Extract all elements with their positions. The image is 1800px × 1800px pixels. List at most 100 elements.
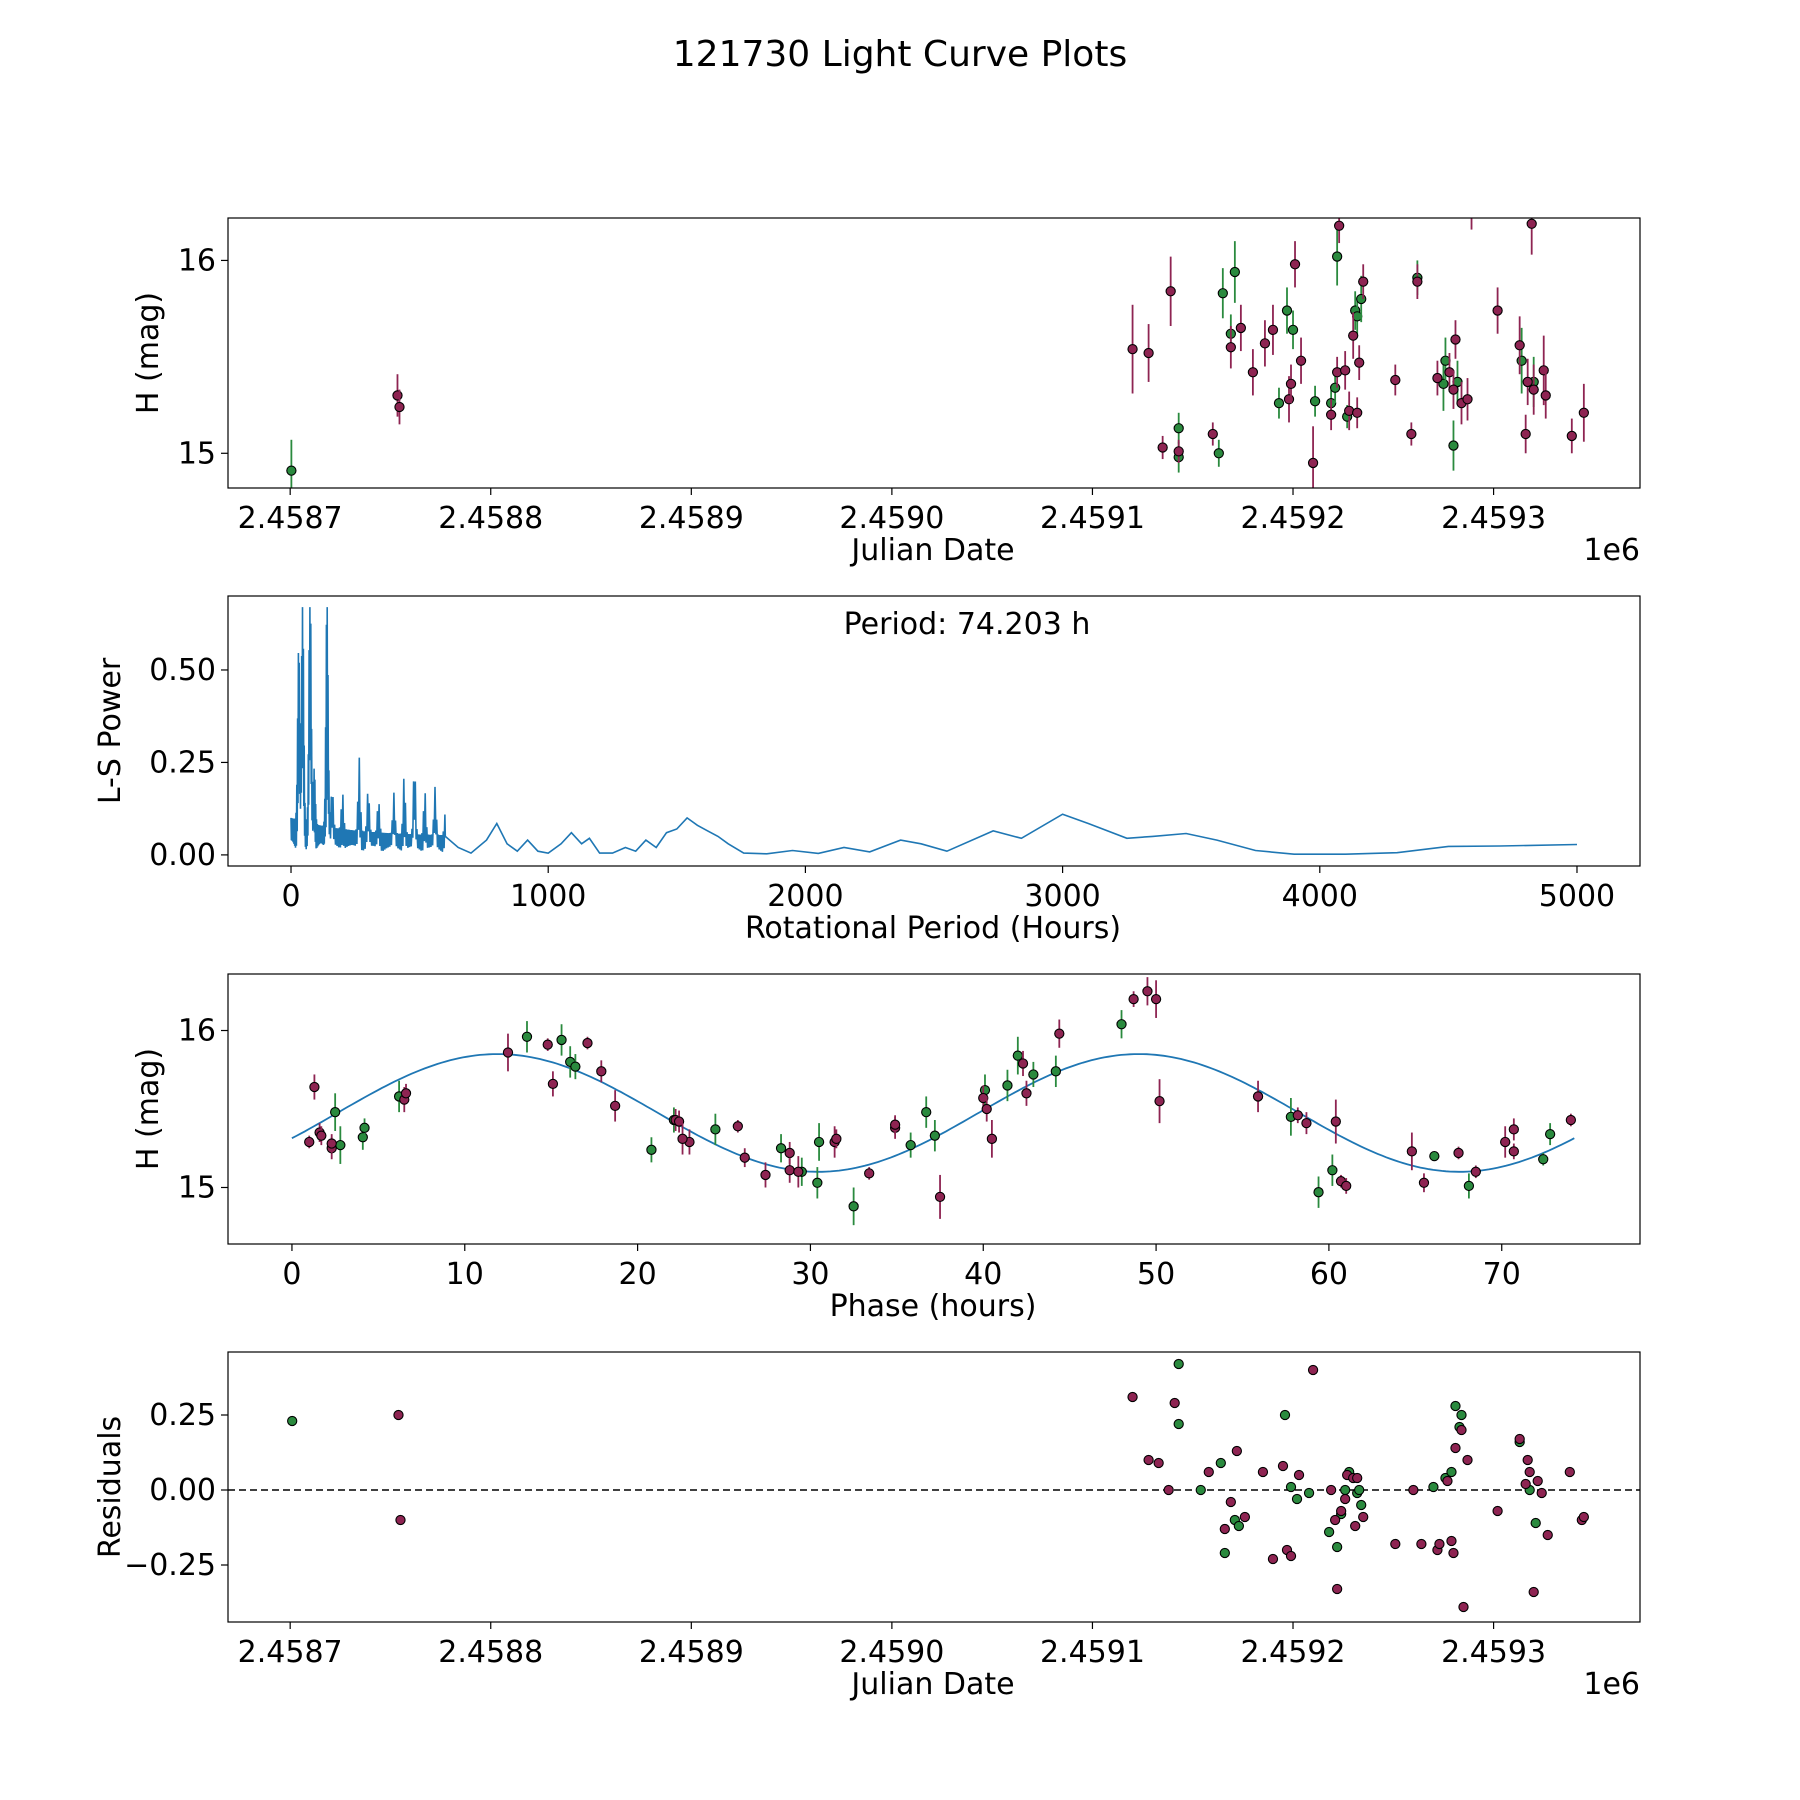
data-point xyxy=(521,1031,533,1042)
data-point xyxy=(394,401,405,413)
data-point xyxy=(710,1124,721,1135)
x-tick-label: 10 xyxy=(446,1257,484,1292)
x-axis-label: Julian Date xyxy=(849,533,1014,568)
y-tick-label: 16 xyxy=(178,1014,216,1049)
data-point xyxy=(1540,390,1551,401)
data-point xyxy=(1348,330,1359,341)
data-point xyxy=(316,1130,327,1141)
data-point xyxy=(1578,407,1589,418)
data-point xyxy=(393,1409,404,1421)
data-point xyxy=(1289,259,1301,270)
plot-area xyxy=(228,218,1640,488)
x-tick-label: 20 xyxy=(619,1257,657,1292)
data-point xyxy=(286,465,297,476)
data-layer xyxy=(291,977,1577,1226)
data-point xyxy=(1514,340,1525,351)
data-point xyxy=(1173,1418,1184,1430)
data-point xyxy=(1173,1358,1184,1370)
data-point xyxy=(1301,1117,1312,1129)
data-point xyxy=(1350,1520,1361,1532)
y-tick-label: 15 xyxy=(178,1170,216,1205)
data-point xyxy=(1340,365,1351,376)
data-point xyxy=(1285,1481,1297,1493)
data-point xyxy=(1352,407,1363,418)
data-point xyxy=(739,1152,750,1163)
data-point xyxy=(1522,376,1533,388)
data-point xyxy=(1470,1166,1481,1177)
data-point xyxy=(1225,1496,1236,1508)
data-point xyxy=(1341,1180,1352,1192)
x-tick-label: 2.4587 xyxy=(238,1635,343,1670)
data-point xyxy=(1313,1187,1324,1198)
x-tick-label: 70 xyxy=(1483,1257,1521,1292)
axes-frame xyxy=(227,1351,1641,1623)
data-point xyxy=(1331,251,1343,262)
data-point xyxy=(1293,1469,1305,1481)
plot-area xyxy=(228,596,1640,866)
x-tick-label: 2.4589 xyxy=(639,501,744,536)
data-point xyxy=(1331,1583,1343,1595)
data-point xyxy=(1456,1409,1467,1421)
data-point xyxy=(1418,1177,1430,1188)
data-point xyxy=(1323,1526,1335,1538)
x-tick-label: 60 xyxy=(1310,1257,1348,1292)
data-point xyxy=(1526,218,1537,229)
data-point xyxy=(1169,1397,1180,1409)
data-point xyxy=(1017,1058,1029,1069)
y-tick-label: 0.50 xyxy=(149,653,216,688)
data-point xyxy=(1358,1511,1369,1523)
data-point xyxy=(1428,1481,1439,1493)
axes-frame xyxy=(227,217,1641,489)
data-point xyxy=(921,1106,932,1118)
data-point xyxy=(793,1166,804,1177)
data-point xyxy=(1458,1601,1469,1613)
data-point xyxy=(1207,428,1218,440)
chart-lightcurve: 2.4587 2.4588 2.4589 2.4590 2.4591 2.4592 2.45… xyxy=(131,217,1641,568)
data-point xyxy=(677,1133,688,1144)
data-point xyxy=(1331,1541,1343,1553)
y-axis-label: H (mag) xyxy=(131,292,166,414)
data-point xyxy=(1054,1028,1065,1039)
data-point xyxy=(646,1144,657,1155)
data-point xyxy=(1295,355,1307,366)
data-point xyxy=(1285,378,1297,390)
chart-residuals: 2.4587 2.4588 2.4589 2.4590 2.4591 2.4592 2.45… xyxy=(93,1351,1641,1702)
data-point xyxy=(1446,1535,1457,1547)
data-point xyxy=(1408,1484,1419,1496)
data-point xyxy=(1050,1066,1061,1077)
y-tick-label: 0.25 xyxy=(149,1398,216,1433)
data-point xyxy=(732,1121,743,1132)
data-point xyxy=(1566,430,1577,442)
data-point xyxy=(1448,384,1459,395)
data-point xyxy=(547,1078,559,1090)
data-point xyxy=(1173,446,1184,457)
data-point xyxy=(1307,457,1319,469)
data-point xyxy=(1354,1484,1365,1496)
data-point xyxy=(330,1106,341,1118)
data-point xyxy=(1247,367,1259,378)
data-point xyxy=(812,1177,823,1188)
x-tick-label: 3000 xyxy=(1024,879,1100,914)
data-point xyxy=(502,1047,514,1058)
y-tick-label: 15 xyxy=(178,436,216,471)
data-point xyxy=(1279,1409,1291,1421)
data-point xyxy=(395,1514,406,1526)
data-point xyxy=(1412,276,1423,287)
data-point xyxy=(1116,1019,1127,1030)
axes-frame xyxy=(227,595,1641,867)
data-point xyxy=(1235,322,1247,334)
data-point xyxy=(1520,428,1531,440)
data-point xyxy=(1215,1457,1226,1469)
data-point xyxy=(1492,305,1503,316)
data-point xyxy=(1564,1466,1575,1478)
data-point xyxy=(542,1039,553,1050)
data-point xyxy=(1028,1069,1039,1080)
data-point xyxy=(1500,1136,1511,1148)
data-point xyxy=(1352,1472,1363,1484)
data-point xyxy=(760,1169,771,1181)
y-axis-label: H (mag) xyxy=(131,1048,166,1170)
data-point xyxy=(1277,1460,1289,1472)
x-offset-label: 1e6 xyxy=(1583,533,1640,568)
data-point xyxy=(1528,384,1539,395)
